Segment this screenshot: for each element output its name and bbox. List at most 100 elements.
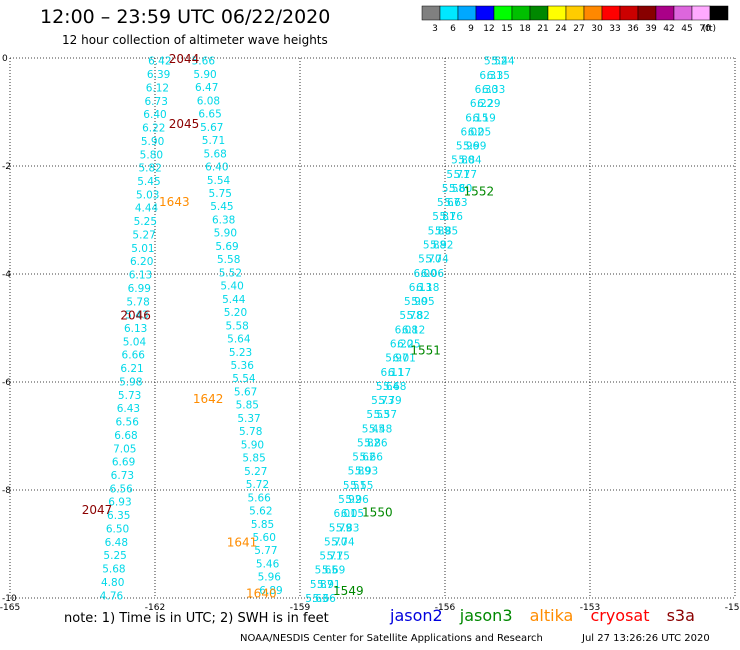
color-scale-label: 70 xyxy=(699,24,711,34)
wave-height-value: 5.86 xyxy=(364,437,388,449)
color-scale-swatch xyxy=(511,5,531,21)
color-scale-label: 45 xyxy=(681,24,692,34)
wave-height-value: 6.02 xyxy=(461,126,484,138)
wave-height-value: 6.99 xyxy=(128,283,151,295)
color-scale-legend: 3 6 9 12 15 18 21 24 27 30 33 36 39 42 45 70(ft) xyxy=(421,5,729,34)
axis-tick-labels: -165 -162 -159 -156 -153 -150 0 -2 -4 -6 -8 -10 xyxy=(0,54,740,613)
wave-height-value: 5.74 xyxy=(331,536,355,548)
color-scale-label: 21 xyxy=(537,24,548,34)
wave-height-value: 5.25 xyxy=(103,550,126,562)
wave-height-value: 6.25 xyxy=(397,338,420,350)
wave-height-value: 6.66 xyxy=(122,350,146,362)
wave-height-value: 5.69 xyxy=(322,565,345,577)
color-scale-swatch xyxy=(619,5,639,21)
wave-height-value: 5.71 xyxy=(202,135,225,147)
x-tick-label: -159 xyxy=(290,603,311,613)
wave-height-value: 5.69 xyxy=(215,241,238,253)
color-scale-label: 6 xyxy=(450,24,456,34)
wave-height-value: 5.03 xyxy=(136,189,159,201)
wave-height-value: 6.68 xyxy=(114,430,137,442)
wave-height-value: 5.53 xyxy=(366,409,389,421)
wave-height-value: 5.96 xyxy=(258,572,282,584)
color-scale-swatch xyxy=(709,5,729,21)
wave-height-value: 5.68 xyxy=(203,148,226,160)
color-scale-swatch xyxy=(673,5,693,21)
wave-height-value: 5.43 xyxy=(125,310,148,322)
wave-height-value: 5.82 xyxy=(407,310,430,322)
wave-height-value: 5.67 xyxy=(437,197,460,209)
pass-time-label: 1551 xyxy=(410,344,441,358)
wave-height-value: 5.79 xyxy=(378,395,401,407)
wave-height-value: 5.54 xyxy=(232,373,256,385)
wave-height-value: 5.48 xyxy=(369,423,392,435)
wave-height-value: 4.80 xyxy=(101,577,124,589)
wave-height-value: 6.47 xyxy=(195,82,218,94)
wave-height-value: 6.56 xyxy=(116,417,140,429)
satellite-legend-item: s3a xyxy=(666,606,695,625)
y-tick-label: 0 xyxy=(2,54,8,64)
color-scale-label: 24 xyxy=(555,24,567,34)
wave-height-value: 5.90 xyxy=(214,228,237,240)
wave-height-value: 4.76 xyxy=(100,590,124,602)
wave-height-value: 5.55 xyxy=(350,480,373,492)
credit-text: NOAA/NESDIS Center for Satellite Applica… xyxy=(240,633,543,644)
wave-height-value: 6.12 xyxy=(146,82,169,94)
wave-height-value: 5.25 xyxy=(134,216,157,228)
wave-height-value: 7.05 xyxy=(113,443,136,455)
wave-height-value: 5.90 xyxy=(404,296,427,308)
wave-height-value: 6.31 xyxy=(479,70,502,82)
wave-height-value: 5.79 xyxy=(329,522,352,534)
wave-height-value: 5.78 xyxy=(126,296,149,308)
y-tick-label: -10 xyxy=(2,594,17,604)
wave-height-value: 5.68 xyxy=(102,564,125,576)
wave-height-value: 5.77 xyxy=(254,545,277,557)
page-subtitle: 12 hour collection of altimeter wave hei… xyxy=(62,33,328,47)
wave-height-value: 5.90 xyxy=(141,136,164,148)
wave-height-value: 5.60 xyxy=(253,532,276,544)
wave-height-value: 5.76 xyxy=(440,211,464,223)
wave-height-value: 6.69 xyxy=(112,457,135,469)
wave-height-value: 5.62 xyxy=(249,506,272,518)
wave-height-value: 6.00 xyxy=(413,268,436,280)
wave-height-value: 5.70 xyxy=(324,536,347,548)
wave-height-value: 5.92 xyxy=(430,240,453,252)
wave-height-value: 5.97 xyxy=(385,353,408,365)
wave-height-value: 5.71 xyxy=(446,169,469,181)
wave-height-value: 5.58 xyxy=(217,254,240,266)
wave-height-value: 5.89 xyxy=(428,225,451,237)
wave-height-value: 5.66 xyxy=(360,452,384,464)
wave-height-value: 5.85 xyxy=(251,519,274,531)
wave-height-value: 6.12 xyxy=(402,324,425,336)
wave-height-value: 5.96 xyxy=(345,494,369,506)
wave-height-value: 5.58 xyxy=(225,320,248,332)
x-tick-label: -162 xyxy=(145,603,165,613)
wave-height-value: 6.73 xyxy=(145,96,168,108)
wave-height-value: 6.01 xyxy=(333,508,356,520)
wave-height-value: 6.39 xyxy=(147,69,170,81)
wave-height-value: 6.21 xyxy=(120,363,143,375)
pass-time-label: 2046 xyxy=(120,309,151,323)
wave-height-value: 5.68 xyxy=(383,381,406,393)
wave-height-value: 5.71 xyxy=(319,551,342,563)
wave-height-value: 5.04 xyxy=(123,336,147,348)
y-tick-label: -2 xyxy=(2,162,11,172)
color-scale-label: 27 xyxy=(573,24,584,34)
wave-height-value: 5.66 xyxy=(312,593,336,605)
pass-time-label: 2047 xyxy=(82,503,113,517)
wave-height-value: 5.87 xyxy=(310,579,333,591)
wave-height-value: 5.85 xyxy=(435,225,458,237)
pass-time-label: 1550 xyxy=(362,506,393,520)
color-scale-swatch xyxy=(439,5,459,21)
wave-height-value: 6.20 xyxy=(130,256,153,268)
wave-height-value: 6.73 xyxy=(111,470,134,482)
wave-height-value: 5.95 xyxy=(411,296,434,308)
wave-height-value: 6.15 xyxy=(465,112,488,124)
wave-height-value: 6.35 xyxy=(487,70,510,82)
wave-height-value: 6.65 xyxy=(198,109,221,121)
wave-height-value: 5.20 xyxy=(224,307,247,319)
wave-height-value: 6.40 xyxy=(143,109,166,121)
wave-height-value: 5.99 xyxy=(463,141,486,153)
pass-time-labels: 2044 2045 1643 2046 1642 2047 1641 1640 1552 1551… xyxy=(82,52,494,601)
wave-height-value: 5.65 xyxy=(315,565,338,577)
